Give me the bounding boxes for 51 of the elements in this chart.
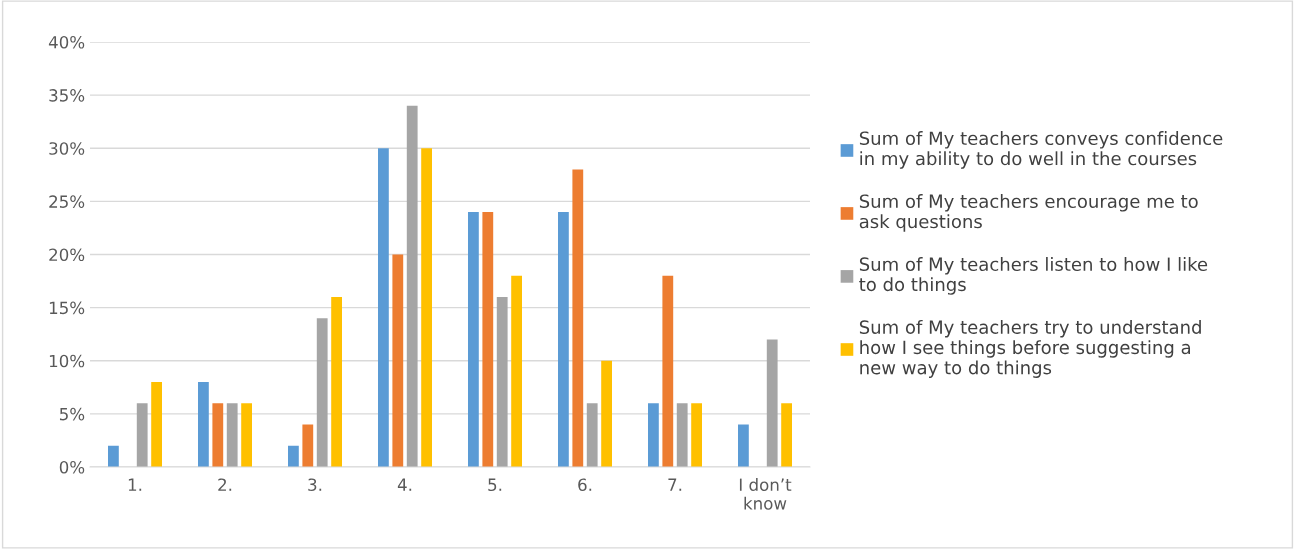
x-tick-label: 3. [308,478,322,492]
bar [648,403,659,467]
legend-label: Sum of My teachers conveys confidence in my ability to do well in the courses [859,131,1223,169]
y-tick-label: 35% [49,89,85,102]
x-tick-label: 1. [128,478,142,491]
bar [392,254,404,467]
bar [331,297,342,467]
bar [482,212,494,467]
bar [198,382,209,467]
bar [662,275,674,467]
bar [738,424,749,467]
bar [302,424,314,467]
x-tick-label: 7. [668,478,682,491]
bar [421,148,432,467]
y-tick-label: 25% [49,195,85,208]
bar [586,403,598,467]
bar [108,445,119,467]
bar [766,339,778,467]
y-tick-label: 15% [49,301,85,315]
y-tick-label: 40% [48,35,85,49]
y-tick-label: 10% [49,354,85,368]
bar [558,212,569,467]
legend-label: Sum of My teachers try to understand how I see things before suggesting a new way to do things [859,320,1201,378]
legend-label: Sum of My teachers listen to how I like to do things [859,257,1208,295]
x-tick-label: 5. [488,478,502,492]
x-tick-label: 6. [578,478,592,492]
bar [378,148,389,467]
bar [468,212,479,467]
bar [781,403,792,467]
bar [212,403,224,467]
y-tick-label: 30% [49,142,85,155]
bar [406,105,418,467]
bar [572,169,584,467]
bar [511,275,522,467]
bar [691,403,702,467]
y-tick-label: 0% [59,460,85,474]
bar [496,297,508,467]
legend-label: Sum of My teachers encourage me to ask questions [859,194,1198,232]
x-tick-label: I don’t know [739,478,792,510]
x-tick-label: 2. [218,478,232,491]
bar [241,403,252,467]
bar [601,360,612,467]
y-tick-label: 20% [49,248,85,262]
y-tick-label: 5% [59,407,85,421]
bar [316,318,328,467]
bar [136,403,148,467]
bar [288,445,299,467]
x-tick-label: 4. [397,478,412,491]
bar [151,382,162,467]
bar [226,403,238,467]
bar [676,403,688,467]
